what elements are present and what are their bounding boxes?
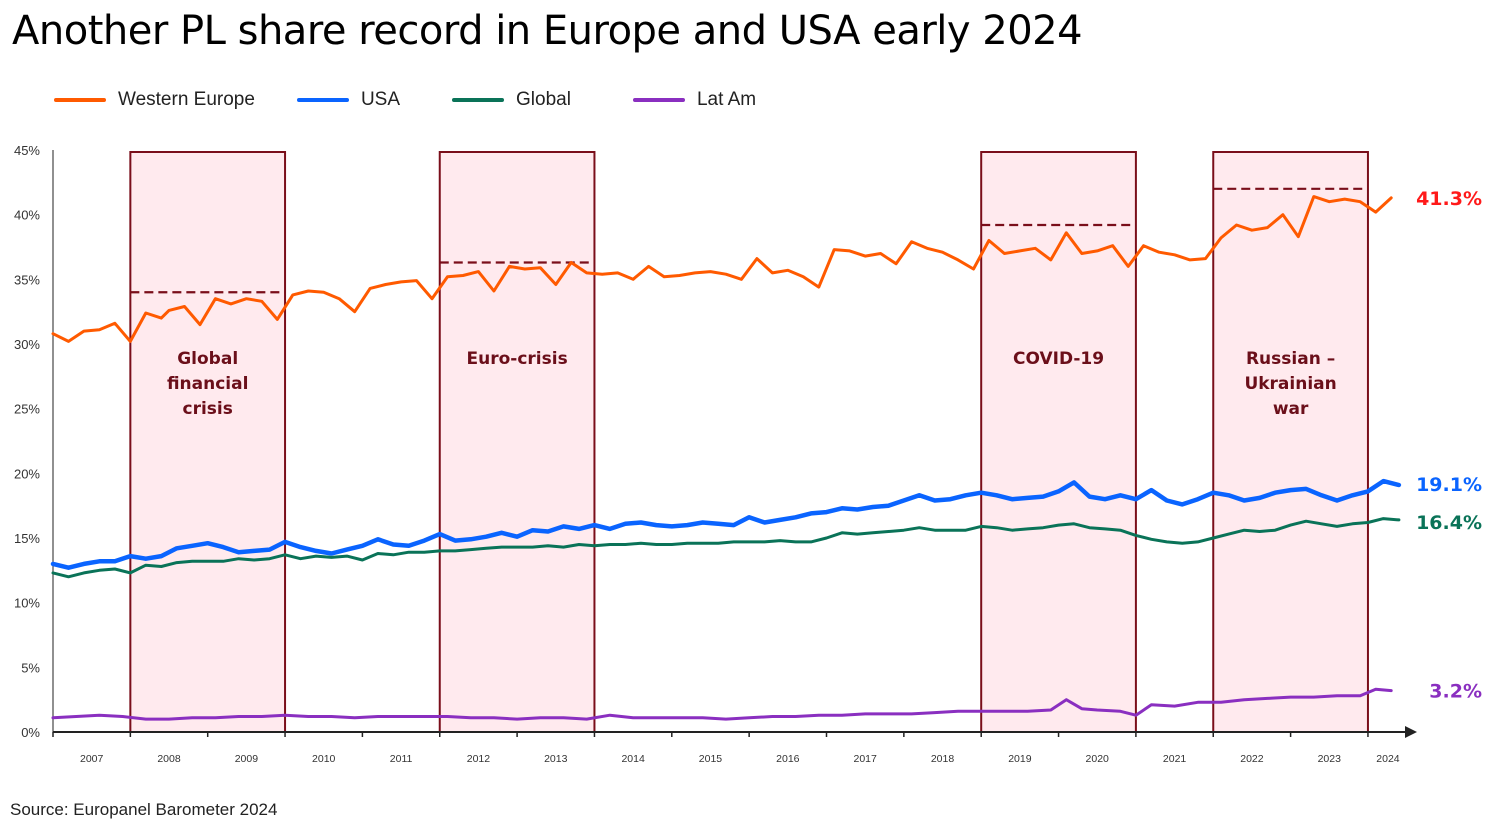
axes: 0% 5% 10% 15% 20% 25% 30% 35% 40% 45% 2007 2008 2009… [14, 143, 1417, 765]
period-label: crisis [183, 399, 233, 419]
y-tick-label: 30% [14, 337, 40, 352]
series-line-usa [50, 478, 1402, 570]
period-label: Ukrainian [1244, 374, 1336, 394]
legend-label: USA [360, 89, 401, 110]
legend-label: Lat Am [696, 89, 757, 110]
x-tick-label: 2015 [699, 753, 723, 765]
x-tick-label: 2020 [1086, 753, 1110, 765]
period-annotations: Global financial crisis Euro-crisis COVID-19… [129, 151, 1369, 733]
series-lines [50, 195, 1402, 721]
period-box [129, 151, 287, 733]
legend-item-western-europe: Western Europe [54, 89, 255, 111]
x-tick-label: 2018 [931, 753, 955, 765]
period-label: war [1273, 399, 1309, 419]
legend-item-global: Global [452, 89, 571, 111]
y-tick-label: 45% [14, 143, 40, 158]
end-labels: 41.3% 19.1% 16.4% 3.2% [1416, 188, 1482, 703]
y-tick-label: 10% [14, 596, 40, 611]
x-tick-label: 2023 [1318, 753, 1342, 765]
y-tick-label: 40% [14, 208, 40, 223]
source-note: Source: Europanel Barometer 2024 [10, 800, 278, 819]
x-tick-label: 2010 [312, 753, 336, 765]
end-label-lat-am: 3.2% [1429, 681, 1482, 703]
period-box [1212, 151, 1369, 733]
x-tick-label: 2016 [776, 753, 800, 765]
legend-item-usa: USA [296, 89, 401, 111]
y-tick-label: 0% [21, 725, 40, 740]
legend: Western Europe USA Global Lat Am [54, 89, 798, 111]
series-line-western-europe [51, 195, 1393, 343]
period-label: COVID-19 [1013, 349, 1104, 369]
x-tick-label: 2022 [1240, 753, 1264, 765]
x-tick-label: 2019 [1008, 753, 1032, 765]
end-label-global: 16.4% [1416, 512, 1482, 534]
x-tick-label: 2024 [1376, 753, 1400, 765]
period-box [980, 151, 1137, 733]
y-tick-label: 35% [14, 272, 40, 287]
period-box [438, 151, 596, 733]
x-tick-label: 2021 [1163, 753, 1187, 765]
legend-swatch-lat-am [632, 98, 685, 102]
period-label: Euro-crisis [467, 349, 568, 369]
series-line-global [51, 517, 1401, 579]
period-label: Global [177, 349, 238, 369]
period-label: Russian – [1246, 349, 1335, 369]
y-tick-label: 15% [14, 531, 40, 546]
x-tick-label: 2009 [235, 753, 259, 765]
end-label-usa: 19.1% [1416, 474, 1482, 496]
x-tick-label: 2014 [621, 753, 645, 765]
legend-swatch-usa [296, 98, 349, 102]
x-tick-label: 2013 [544, 753, 568, 765]
x-tick-label: 2017 [853, 753, 877, 765]
legend-swatch-global [452, 98, 505, 102]
y-tick-label: 5% [21, 660, 40, 675]
legend-item-lat-am: Lat Am [632, 89, 757, 111]
x-axis-arrow-icon [1405, 726, 1417, 738]
chart-title: Another PL share record in Europe and US… [12, 8, 1083, 54]
x-tick-label: 2012 [467, 753, 491, 765]
y-tick-label: 20% [14, 466, 40, 481]
legend-label: Western Europe [118, 89, 255, 110]
y-tick-label: 25% [14, 402, 40, 417]
period-label: financial [167, 374, 248, 394]
x-tick-label: 2007 [80, 753, 104, 765]
legend-label: Global [516, 89, 571, 110]
x-tick-label: 2008 [157, 753, 181, 765]
x-tick-label: 2011 [390, 753, 413, 765]
legend-swatch-western-europe [54, 98, 106, 102]
series-line-lat-am [51, 687, 1393, 721]
end-label-western-europe: 41.3% [1416, 188, 1482, 210]
